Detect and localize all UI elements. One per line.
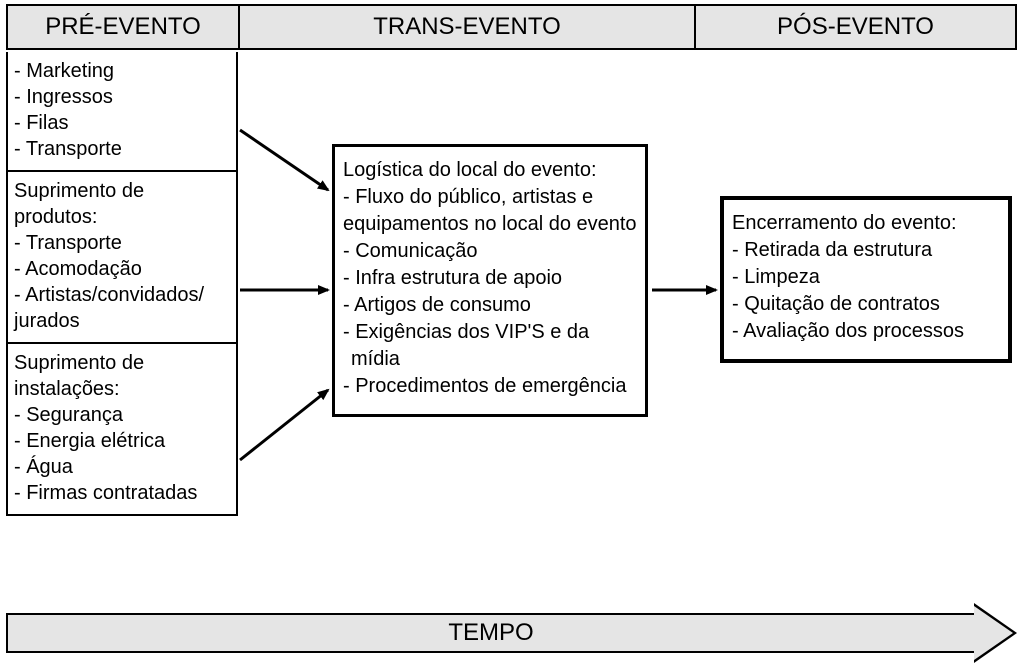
center-item: equipamentos no local do evento: [343, 211, 637, 238]
pre-box-1: - Marketing - Ingressos - Filas - Transp…: [8, 52, 236, 172]
pre-box-title: Suprimento de instalações:: [14, 350, 230, 402]
time-label: TEMPO: [6, 613, 974, 653]
center-item: mídia: [343, 346, 637, 373]
pre-item: - Segurança: [14, 402, 230, 428]
pre-box-title: Suprimento de produtos:: [14, 178, 230, 230]
pre-item: - Transporte: [14, 230, 230, 256]
pre-item: - Marketing: [14, 58, 230, 84]
center-item: - Infra estrutura de apoio: [343, 265, 637, 292]
pre-box-2: Suprimento de produtos: - Transporte - A…: [8, 172, 236, 344]
pre-item: - Ingressos: [14, 84, 230, 110]
center-item: - Comunicação: [343, 238, 637, 265]
pre-item: - Firmas contratadas: [14, 480, 230, 506]
right-item: - Avaliação dos processos: [732, 318, 1002, 345]
pre-event-column: - Marketing - Ingressos - Filas - Transp…: [6, 52, 238, 516]
pre-item: - Energia elétrica: [14, 428, 230, 454]
right-item: - Retirada da estrutura: [732, 237, 1002, 264]
pre-item: - Transporte: [14, 136, 230, 162]
center-item: - Procedimentos de emergência: [343, 373, 637, 400]
time-axis: TEMPO: [6, 603, 1017, 663]
right-title: Encerramento do evento:: [732, 210, 1002, 237]
pos-event-box: Encerramento do evento: - Retirada da es…: [720, 196, 1012, 363]
pre-item: - Filas: [14, 110, 230, 136]
event-phases-diagram: PRÉ-EVENTO TRANS-EVENTO PÓS-EVENTO - Mar…: [0, 0, 1023, 669]
pre-item: - Água: [14, 454, 230, 480]
center-title: Logística do local do evento:: [343, 157, 637, 184]
time-arrowhead-fill: [974, 606, 1013, 660]
phase-header-pre: PRÉ-EVENTO: [8, 6, 240, 48]
center-item: - Fluxo do público, artistas e: [343, 184, 637, 211]
right-item: - Quitação de contratos: [732, 291, 1002, 318]
center-item: - Artigos de consumo: [343, 292, 637, 319]
center-item: - Exigências dos VIP'S e da: [343, 319, 637, 346]
trans-event-box: Logística do local do evento: - Fluxo do…: [332, 144, 648, 417]
pre-item: - Artistas/convidados/: [14, 282, 230, 308]
phase-header-trans: TRANS-EVENTO: [240, 6, 696, 48]
phase-header-pos: PÓS-EVENTO: [696, 6, 1015, 48]
pre-box-3: Suprimento de instalações: - Segurança -…: [8, 344, 236, 514]
pre-item: - Acomodação: [14, 256, 230, 282]
right-item: - Limpeza: [732, 264, 1002, 291]
phase-header-row: PRÉ-EVENTO TRANS-EVENTO PÓS-EVENTO: [6, 4, 1017, 50]
pre-item: jurados: [14, 308, 230, 334]
